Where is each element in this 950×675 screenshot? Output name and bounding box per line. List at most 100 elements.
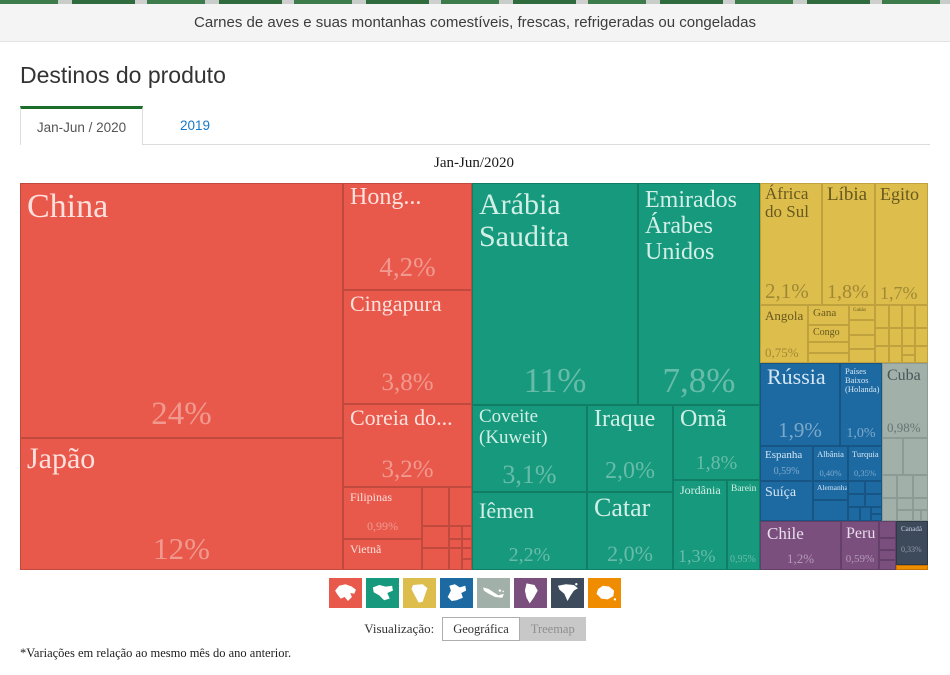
treemap-cell-minor[interactable] xyxy=(913,475,928,498)
treemap-cell-minor[interactable] xyxy=(882,438,903,475)
treemap-cell-espanha[interactable]: Espanha 0,59% xyxy=(760,446,813,481)
treemap-cell-minor[interactable] xyxy=(422,548,449,570)
geographic-view-button[interactable]: Geográfica xyxy=(442,617,520,641)
treemap-cell-minor[interactable] xyxy=(875,328,889,346)
treemap-cell-egito[interactable]: Egito 1,7% xyxy=(875,183,928,305)
treemap-cell-minor[interactable] xyxy=(865,481,882,494)
treemap-cell-minor[interactable] xyxy=(848,494,865,507)
treemap-cell-cuba[interactable]: Cuba 0,98% xyxy=(882,363,928,438)
treemap-cell-albania[interactable]: Albânia 0,40% xyxy=(813,446,848,481)
treemap-cell-jordania[interactable]: Jordânia 1,3% xyxy=(673,480,727,570)
legend-middle-east[interactable] xyxy=(366,578,399,608)
legend-north-america[interactable] xyxy=(551,578,584,608)
treemap-cell-minor[interactable] xyxy=(848,507,860,521)
treemap-cell-minor[interactable] xyxy=(449,487,472,526)
treemap-cell-minor[interactable] xyxy=(849,320,875,335)
treemap-cell-minor[interactable] xyxy=(902,328,915,346)
treemap-cell-catar[interactable]: Catar 2,0% xyxy=(587,492,673,570)
treemap-strip-oceania[interactable] xyxy=(896,565,928,570)
treemap-cell-minor[interactable] xyxy=(860,507,871,521)
treemap-cell-minor[interactable] xyxy=(879,550,896,560)
legend-oceania[interactable] xyxy=(588,578,621,608)
treemap-cell-minor[interactable] xyxy=(422,526,449,548)
treemap-cell-minor[interactable] xyxy=(903,438,928,475)
treemap-cell-chile[interactable]: Chile 1,2% xyxy=(760,521,841,570)
treemap-cell-oma[interactable]: Omã 1,8% xyxy=(673,405,760,480)
treemap-cell-vietna[interactable]: Vietnã xyxy=(343,539,422,570)
treemap-cell-iemen[interactable]: Iêmen 2,2% xyxy=(472,492,587,570)
treemap-cell-minor[interactable] xyxy=(882,498,897,521)
treemap-cell-minor[interactable] xyxy=(865,494,882,507)
tab-2019[interactable]: 2019 xyxy=(166,106,224,144)
treemap-cell-minor[interactable] xyxy=(913,498,928,510)
treemap-cell-minor[interactable] xyxy=(422,487,449,526)
treemap-cell-minor[interactable] xyxy=(449,526,462,539)
legend-africa[interactable] xyxy=(403,578,436,608)
treemap-cell-minor[interactable] xyxy=(875,305,889,328)
treemap-cell-minor[interactable] xyxy=(462,526,472,539)
treemap-cell-minor[interactable] xyxy=(889,328,902,346)
treemap-cell-coveite[interactable]: Coveite (Kuweit) 3,1% xyxy=(472,405,587,492)
treemap-cell-cingapura[interactable]: Cingapura 3,8% xyxy=(343,290,472,404)
treemap-cell-minor[interactable] xyxy=(902,355,915,363)
treemap-cell-minor[interactable] xyxy=(889,305,902,328)
treemap-cell-canada[interactable]: Canadá 0,33% xyxy=(896,521,928,565)
treemap-cell-minor[interactable] xyxy=(871,514,882,521)
treemap-cell-minor[interactable] xyxy=(882,475,897,498)
treemap-cell-alemanha[interactable]: Alemanha xyxy=(813,481,848,500)
treemap-cell-minor[interactable] xyxy=(449,548,462,570)
treemap-cell-russia[interactable]: Rússia 1,9% xyxy=(760,363,840,446)
treemap-cell-arabia-saudita[interactable]: Arábia Saudita 11% xyxy=(472,183,638,405)
treemap-cell-turquia[interactable]: Turquia 0,35% xyxy=(848,446,882,481)
treemap-cell-minor[interactable] xyxy=(813,500,848,521)
treemap-cell-barein[interactable]: Barein 0,95% xyxy=(727,480,760,570)
treemap-cell-minor[interactable] xyxy=(875,346,889,363)
legend-europe[interactable] xyxy=(440,578,473,608)
treemap-cell-minor[interactable] xyxy=(449,539,462,548)
treemap-cell-paises-baixos[interactable]: Países Baixos (Holanda) 1,0% xyxy=(840,363,882,446)
treemap-cell-suica[interactable]: Suíça xyxy=(760,481,813,521)
treemap-cell-japao[interactable]: Japão 12% xyxy=(20,438,343,570)
treemap-cell-minor[interactable] xyxy=(462,559,472,570)
treemap-cell-minor[interactable] xyxy=(879,560,896,570)
treemap-cell-minor[interactable] xyxy=(902,305,915,328)
treemap-cell-coreia-do-sul[interactable]: Coreia do... 3,2% xyxy=(343,404,472,487)
legend-asia[interactable] xyxy=(329,578,362,608)
treemap-cell-minor[interactable] xyxy=(915,305,928,328)
treemap-cell-libia[interactable]: Líbia 1,8% xyxy=(822,183,875,305)
treemap-cell-minor[interactable] xyxy=(897,498,913,510)
treemap-cell-congo[interactable]: Congo xyxy=(808,325,849,342)
legend-central-america-caribbean[interactable] xyxy=(477,578,510,608)
legend-south-america[interactable] xyxy=(514,578,547,608)
treemap-cell-minor[interactable] xyxy=(897,475,913,498)
treemap-cell-minor[interactable] xyxy=(871,507,882,514)
treemap-cell-minor[interactable] xyxy=(902,346,915,355)
treemap-cell-china[interactable]: China 24% xyxy=(20,183,343,438)
treemap-cell-minor[interactable] xyxy=(915,346,928,363)
treemap-cell-minor[interactable] xyxy=(889,346,902,363)
treemap-cell-minor[interactable] xyxy=(897,510,913,521)
treemap-cell-minor[interactable] xyxy=(808,353,849,363)
treemap-cell-minor[interactable] xyxy=(462,548,472,559)
treemap-cell-africa-do-sul[interactable]: África do Sul 2,1% xyxy=(760,183,822,305)
treemap-cell-gana[interactable]: Gana xyxy=(808,305,849,325)
treemap-cell-hong-kong[interactable]: Hong... 4,2% xyxy=(343,183,472,290)
treemap-cell-minor[interactable] xyxy=(879,521,896,538)
treemap-cell-minor[interactable] xyxy=(848,481,865,494)
treemap-cell-emirados-arabes-unidos[interactable]: Emirados Árabes Unidos 7,8% xyxy=(638,183,760,405)
treemap-cell-minor[interactable] xyxy=(913,510,921,521)
treemap-cell-iraque[interactable]: Iraque 2,0% xyxy=(587,405,673,492)
treemap-cell-gabao[interactable]: Gabão xyxy=(849,305,875,320)
treemap-cell-minor[interactable] xyxy=(849,335,875,349)
treemap-cell-filipinas[interactable]: Filipinas 0,99% xyxy=(343,487,422,539)
tab-jan-jun-2020[interactable]: Jan-Jun / 2020 xyxy=(20,106,143,145)
treemap-cell-angola[interactable]: Angola 0,75% xyxy=(760,305,808,363)
treemap-cell-minor[interactable] xyxy=(849,349,875,363)
treemap-cell-minor[interactable] xyxy=(879,538,896,550)
treemap-cell-minor[interactable] xyxy=(808,342,849,353)
treemap-cell-minor[interactable] xyxy=(921,510,928,521)
treemap-cell-minor[interactable] xyxy=(462,539,472,548)
treemap-view-button[interactable]: Treemap xyxy=(519,617,586,641)
treemap-cell-peru[interactable]: Peru 0,59% xyxy=(841,521,879,570)
treemap-cell-minor[interactable] xyxy=(915,328,928,346)
